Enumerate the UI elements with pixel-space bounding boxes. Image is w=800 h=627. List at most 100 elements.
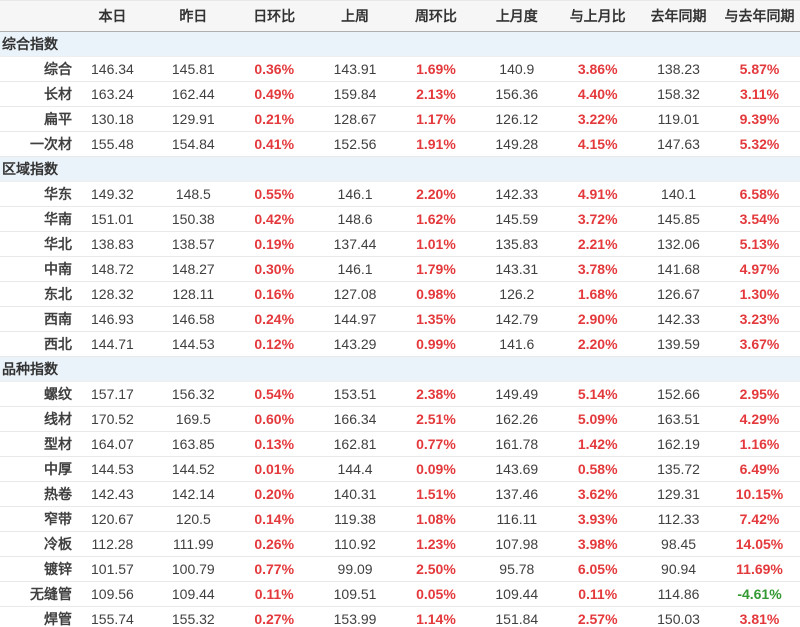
percent-change-cell: 6.05% <box>557 556 639 582</box>
percent-change-cell: 2.20% <box>395 181 477 207</box>
index-value-cell: 146.1 <box>314 256 396 282</box>
percent-change-cell: 1.08% <box>395 506 477 532</box>
index-value-cell: 152.56 <box>314 131 396 157</box>
percent-change-cell: 1.51% <box>395 481 477 507</box>
row-label: 窄带 <box>0 506 72 532</box>
index-value-cell: 149.49 <box>476 381 558 407</box>
percent-change-cell: 2.13% <box>395 81 477 107</box>
row-label: 中厚 <box>0 456 72 482</box>
percent-change-cell: 2.90% <box>557 306 639 332</box>
percent-change-cell: 0.98% <box>395 281 477 307</box>
index-value-cell: 141.68 <box>638 256 719 282</box>
row-label: 华北 <box>0 231 72 257</box>
index-value-cell: 138.57 <box>152 231 234 257</box>
table-row: 窄带 120.67 120.5 0.14% 119.38 1.08% 116.11 3.93%… <box>0 506 800 532</box>
percent-change-cell: 0.11% <box>557 581 639 607</box>
index-value-cell: 145.85 <box>638 206 719 232</box>
percent-change-cell: 4.29% <box>719 406 800 432</box>
table-row: 扁平 130.18 129.91 0.21% 128.67 1.17% 126.12 3.22… <box>0 106 800 132</box>
percent-change-cell: 1.42% <box>557 431 639 457</box>
index-value-cell: 144.52 <box>152 456 234 482</box>
index-value-cell: 138.83 <box>72 231 153 257</box>
row-label: 扁平 <box>0 106 72 132</box>
table-row: 中南 148.72 148.27 0.30% 146.1 1.79% 143.31 3.78%… <box>0 256 800 282</box>
index-value-cell: 142.43 <box>72 481 153 507</box>
index-value-cell: 132.06 <box>638 231 719 257</box>
table-row: 东北 128.32 128.11 0.16% 127.08 0.98% 126.2 1.68%… <box>0 281 800 307</box>
index-value-cell: 155.74 <box>72 606 153 627</box>
percent-change-cell: 0.41% <box>233 131 315 157</box>
index-value-cell: 120.67 <box>72 506 153 532</box>
index-value-cell: 126.12 <box>476 106 558 132</box>
percent-change-cell: 0.11% <box>233 581 315 607</box>
index-value-cell: 129.91 <box>152 106 234 132</box>
index-value-cell: 95.78 <box>476 556 558 582</box>
index-value-cell: 120.5 <box>152 506 234 532</box>
percent-change-cell: 6.49% <box>719 456 800 482</box>
index-value-cell: 162.81 <box>314 431 396 457</box>
index-value-cell: 150.38 <box>152 206 234 232</box>
index-value-cell: 144.53 <box>72 456 153 482</box>
percent-change-cell: 0.77% <box>233 556 315 582</box>
percent-change-cell: 0.42% <box>233 206 315 232</box>
column-header: 上月度 <box>476 0 558 32</box>
index-value-cell: 158.32 <box>638 81 719 107</box>
percent-change-cell: 0.26% <box>233 531 315 557</box>
percent-change-cell: 14.05% <box>719 531 800 557</box>
percent-change-cell: 4.40% <box>557 81 639 107</box>
table-row: 线材 170.52 169.5 0.60% 166.34 2.51% 162.26 5.09%… <box>0 406 800 432</box>
percent-change-cell: 3.93% <box>557 506 639 532</box>
percent-change-cell: 5.09% <box>557 406 639 432</box>
percent-change-cell: 2.57% <box>557 606 639 627</box>
percent-change-cell: 3.62% <box>557 481 639 507</box>
percent-change-cell: 2.21% <box>557 231 639 257</box>
percent-change-cell: 5.13% <box>719 231 800 257</box>
percent-change-cell: 5.32% <box>719 131 800 157</box>
percent-change-cell: 3.72% <box>557 206 639 232</box>
index-value-cell: 151.84 <box>476 606 558 627</box>
percent-change-cell: 0.09% <box>395 456 477 482</box>
row-label: 镀锌 <box>0 556 72 582</box>
index-value-cell: 146.58 <box>152 306 234 332</box>
percent-change-cell: 0.19% <box>233 231 315 257</box>
percent-change-cell: 0.12% <box>233 331 315 357</box>
index-value-cell: 112.33 <box>638 506 719 532</box>
percent-change-cell: 1.91% <box>395 131 477 157</box>
index-value-cell: 145.81 <box>152 56 234 82</box>
row-label: 型材 <box>0 431 72 457</box>
index-value-cell: 169.5 <box>152 406 234 432</box>
row-label: 西北 <box>0 331 72 357</box>
table-header-row: 本日 昨日 日环比 上周 周环比 上月度 与上月比 去年同期 与去年同期 <box>0 0 800 32</box>
row-label: 东北 <box>0 281 72 307</box>
column-header: 本日 <box>72 0 153 32</box>
percent-change-cell: 6.58% <box>719 181 800 207</box>
percent-change-cell: 7.42% <box>719 506 800 532</box>
index-value-cell: 162.44 <box>152 81 234 107</box>
index-value-cell: 128.67 <box>314 106 396 132</box>
index-value-cell: 150.03 <box>638 606 719 627</box>
table-row: 螺纹 157.17 156.32 0.54% 153.51 2.38% 149.49 5.14… <box>0 381 800 407</box>
percent-change-cell: 4.15% <box>557 131 639 157</box>
index-value-cell: 128.11 <box>152 281 234 307</box>
index-value-cell: 128.32 <box>72 281 153 307</box>
index-value-cell: 161.78 <box>476 431 558 457</box>
percent-change-cell: 0.16% <box>233 281 315 307</box>
percent-change-cell: 3.54% <box>719 206 800 232</box>
index-value-cell: 109.51 <box>314 581 396 607</box>
index-value-cell: 154.84 <box>152 131 234 157</box>
index-value-cell: 144.97 <box>314 306 396 332</box>
index-value-cell: 146.1 <box>314 181 396 207</box>
percent-change-cell: 3.78% <box>557 256 639 282</box>
index-value-cell: 110.92 <box>314 531 396 557</box>
table-row: 热卷 142.43 142.14 0.20% 140.31 1.51% 137.46 3.62… <box>0 481 800 507</box>
column-header: 去年同期 <box>638 0 719 32</box>
percent-change-cell: 1.16% <box>719 431 800 457</box>
percent-change-cell: 2.50% <box>395 556 477 582</box>
index-value-cell: 140.1 <box>638 181 719 207</box>
column-header: 上周 <box>314 0 396 32</box>
percent-change-cell: 0.99% <box>395 331 477 357</box>
index-value-cell: 141.6 <box>476 331 558 357</box>
index-value-cell: 162.26 <box>476 406 558 432</box>
section-title: 综合指数 <box>0 31 800 57</box>
index-value-cell: 116.11 <box>476 506 558 532</box>
